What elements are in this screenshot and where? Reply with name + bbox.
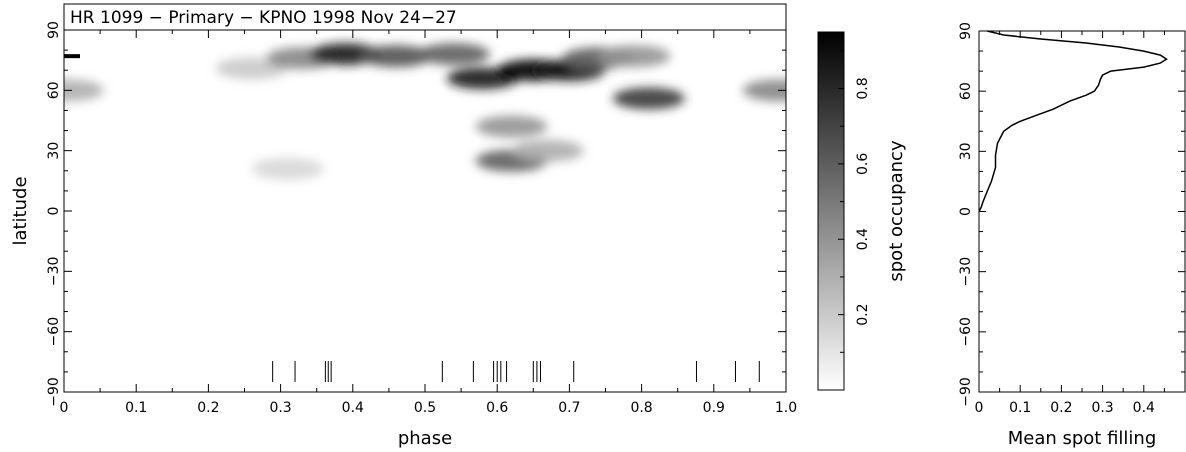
x-tick-label: 0.8 bbox=[630, 400, 652, 416]
colorbar-tick-label: 0.4 bbox=[855, 228, 871, 250]
spot-feature bbox=[64, 79, 104, 102]
spot-feature bbox=[511, 139, 584, 162]
y-tick-label: 90 bbox=[46, 21, 62, 39]
profile-frame bbox=[978, 30, 1186, 393]
profile-x-tick-label: 0 bbox=[975, 400, 984, 416]
spot-feature bbox=[251, 157, 324, 180]
profile-x-tick-label: 0.4 bbox=[1133, 400, 1155, 416]
x-tick-label: 0.2 bbox=[197, 400, 219, 416]
y-tick-label: −60 bbox=[46, 317, 62, 347]
colorbar-tick-label: 0.8 bbox=[855, 77, 871, 99]
profile-y-tick-label: 90 bbox=[958, 22, 974, 40]
profile-y-tick-label: −90 bbox=[958, 377, 974, 407]
spot-feature bbox=[475, 115, 548, 138]
profile-y-tick-label: −30 bbox=[958, 257, 974, 287]
profile-x-axis-label: Mean spot filling bbox=[1008, 428, 1157, 449]
spot-feature bbox=[360, 45, 433, 68]
title-box bbox=[63, 3, 787, 31]
y-axis-label: latitude bbox=[10, 176, 31, 245]
spot-feature bbox=[417, 43, 490, 66]
x-tick-label: 0.1 bbox=[125, 400, 147, 416]
profile-x-tick-label: 0.1 bbox=[1009, 400, 1031, 416]
x-tick-label: 0.6 bbox=[486, 400, 508, 416]
profile-y-tick-label: 30 bbox=[958, 142, 974, 160]
colorbar-gradient bbox=[817, 31, 845, 391]
profile-y-tick-label: −60 bbox=[958, 317, 974, 347]
profile-panel: 0 0.1 0.2 0.3 0.4 −90 −60 −30 0 30 60 90 Mean spot … bbox=[958, 22, 1186, 449]
y-tick-label: 30 bbox=[46, 142, 62, 160]
map-axes: 0 0.1 0.2 0.3 0.4 0.5 0.6 0.7 0.8 0.9 1.0 −90 −60 −30… bbox=[46, 21, 797, 416]
map-panel: HR 1099 − Primary − KPNO 1998 Nov 24−27 … bbox=[10, 3, 797, 449]
map-frame bbox=[63, 29, 787, 393]
y-tick-label: −90 bbox=[46, 377, 62, 407]
profile-x-tick-label: 0.2 bbox=[1050, 400, 1072, 416]
colorbar-ticks: 0.2 0.4 0.6 0.8 bbox=[838, 50, 871, 353]
spot-feature bbox=[598, 45, 671, 68]
chart-title: HR 1099 − Primary − KPNO 1998 Nov 24−27 bbox=[70, 8, 457, 28]
map-features bbox=[64, 43, 786, 180]
colorbar: 0.2 0.4 0.6 0.8 spot occupancy bbox=[817, 31, 907, 391]
spot-feature bbox=[742, 79, 786, 102]
profile-y-tick-label: 60 bbox=[958, 82, 974, 100]
x-tick-label: 0.3 bbox=[269, 400, 291, 416]
y-tick-label: 0 bbox=[46, 207, 62, 216]
colorbar-tick-label: 0.6 bbox=[855, 153, 871, 175]
observed-phase-ticks bbox=[272, 361, 760, 382]
profile-axes: 0 0.1 0.2 0.3 0.4 −90 −60 −30 0 30 60 90 bbox=[958, 22, 1185, 416]
x-tick-label: 0.7 bbox=[558, 400, 580, 416]
x-tick-label: 1.0 bbox=[775, 400, 797, 416]
profile-x-tick-label: 0.3 bbox=[1091, 400, 1113, 416]
x-tick-label: 0.9 bbox=[703, 400, 725, 416]
y-tick-label: 60 bbox=[46, 81, 62, 99]
spot-feature bbox=[612, 87, 685, 110]
x-tick-label: 0.4 bbox=[342, 400, 364, 416]
x-tick-label: 0.5 bbox=[414, 400, 436, 416]
colorbar-label: spot occupancy bbox=[886, 140, 907, 282]
y-tick-label: −30 bbox=[46, 257, 62, 287]
profile-line bbox=[978, 30, 1168, 212]
colorbar-tick-label: 0.2 bbox=[855, 303, 871, 325]
x-axis-label: phase bbox=[398, 428, 452, 449]
profile-y-tick-label: 0 bbox=[958, 207, 974, 216]
x-tick-label: 0 bbox=[60, 400, 69, 416]
